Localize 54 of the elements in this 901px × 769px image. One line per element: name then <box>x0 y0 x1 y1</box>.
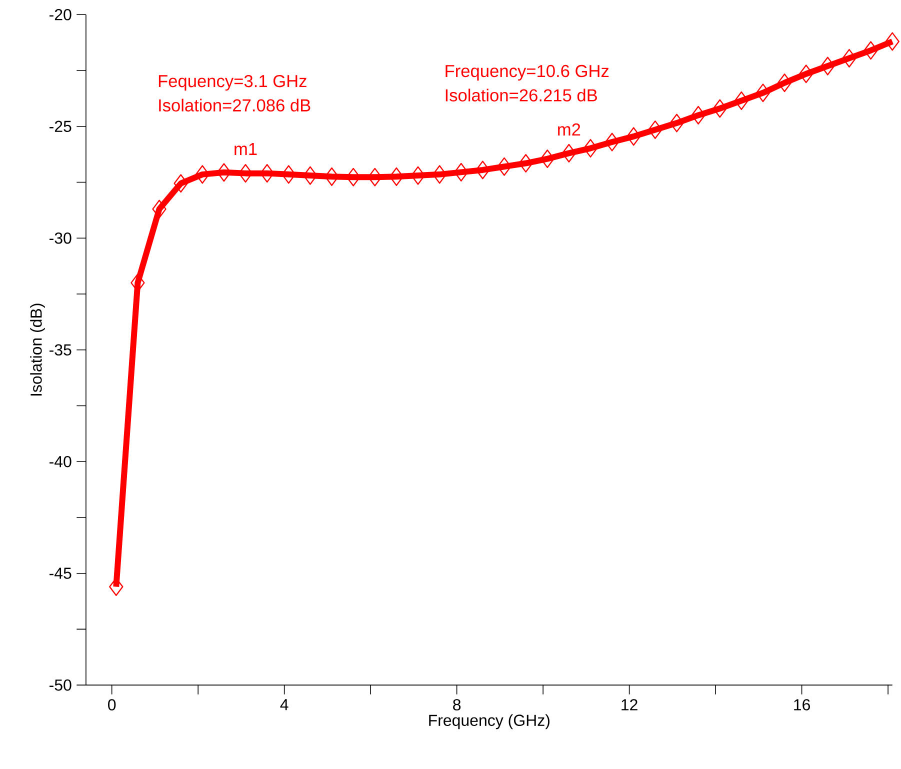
point <box>691 106 706 124</box>
y-tick-label: -25 <box>50 120 72 132</box>
annotation: Frequency=10.6 GHz <box>446 64 609 81</box>
annotation: m2 <box>558 123 580 136</box>
point <box>626 127 641 146</box>
point <box>497 157 512 176</box>
point <box>712 99 727 118</box>
x-tick-label: 0 <box>108 699 116 710</box>
point <box>734 91 749 110</box>
point <box>238 164 253 183</box>
point <box>756 84 770 102</box>
y-tick-label: -35 <box>50 344 72 356</box>
point <box>282 165 296 184</box>
point <box>389 167 404 186</box>
point <box>346 168 360 186</box>
point <box>842 48 856 68</box>
y-tick-label: -45 <box>50 568 72 579</box>
x-axis-title: Frequency (GHz) <box>429 714 550 730</box>
point <box>799 64 814 84</box>
annotation: Isolation=26.215 dB <box>446 88 597 102</box>
point <box>368 168 382 186</box>
point <box>670 114 684 132</box>
annotation: m1 <box>234 143 257 155</box>
point <box>518 154 533 173</box>
annotation: Isolation=27.086 dB <box>159 98 310 112</box>
annotation: Fequency=3.1 GHz <box>158 74 306 91</box>
point <box>476 160 490 180</box>
point <box>216 163 232 182</box>
y-tick-label: -40 <box>50 456 72 468</box>
point <box>303 166 318 185</box>
point <box>648 120 662 139</box>
y-tick-label: -50 <box>50 679 72 691</box>
point <box>562 144 576 162</box>
point <box>820 56 835 76</box>
point <box>540 150 554 168</box>
point <box>410 166 426 185</box>
point <box>432 165 447 184</box>
point <box>454 162 468 182</box>
y-tick-label: -30 <box>50 232 72 244</box>
point <box>777 74 792 92</box>
y-tick-label: -20 <box>50 8 72 20</box>
point <box>885 32 900 51</box>
x-tick-label: 4 <box>280 699 288 710</box>
y-axis-title: Isolation (dB) <box>30 304 45 396</box>
point <box>152 200 166 218</box>
x-tick-label: 8 <box>453 699 461 710</box>
point <box>864 41 878 60</box>
x-tick-label: 16 <box>794 699 810 710</box>
point <box>195 165 210 184</box>
point <box>604 132 620 152</box>
x-tick-label: 12 <box>622 699 638 710</box>
point <box>324 167 339 186</box>
point <box>583 139 598 158</box>
point <box>174 174 188 193</box>
